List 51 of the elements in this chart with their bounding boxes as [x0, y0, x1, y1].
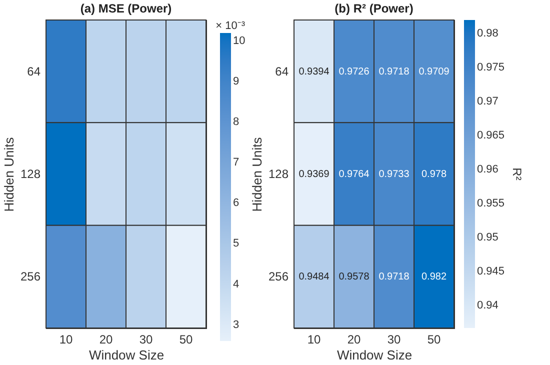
data-label: 0.9394	[298, 66, 330, 78]
color-bar-label: 0.955	[477, 198, 505, 210]
data-label: 0.9733	[378, 169, 410, 180]
color-bar-label: 0.97	[477, 96, 498, 108]
color-bar-label: 0.975	[477, 62, 505, 74]
x-axis-title: Window Size	[336, 348, 412, 362]
data-label: 0.9369	[298, 169, 330, 180]
color-bar-label: 5	[233, 238, 240, 250]
x-tick-label: 30	[139, 332, 153, 346]
data-label: 0.9484	[298, 272, 330, 283]
y-tick-label: 128	[268, 167, 289, 181]
chart-title: (b) R² (Power)	[334, 2, 414, 16]
color-bar-label: 3	[233, 318, 240, 331]
y-tick-label: 256	[20, 270, 41, 284]
x-tick-label: 20	[347, 332, 361, 346]
x-axis-title: Window Size	[88, 348, 164, 362]
data-label: 0.9578	[338, 272, 370, 283]
y-tick-label: 256	[268, 270, 289, 284]
color-bar-label: 9	[233, 76, 240, 88]
color-bar-label: 0.94	[477, 300, 498, 312]
color-bar-label: 10	[233, 35, 246, 48]
data-label: 0.978	[421, 169, 447, 180]
x-tick-label: 10	[59, 332, 73, 346]
color-bar-title: × 10⁻³	[216, 20, 246, 32]
color-bar-label: 0.945	[477, 266, 505, 278]
data-label: 0.9718	[378, 66, 410, 78]
color-bar-label: 8	[233, 116, 240, 128]
x-tick-label: 10	[307, 332, 321, 346]
data-label: 0.9709	[418, 66, 450, 78]
y-axis-title: Hidden Units	[249, 136, 264, 212]
chart-title: (a) MSE (Power)	[80, 2, 172, 16]
x-tick-label: 50	[179, 332, 193, 346]
y-tick-label: 128	[20, 167, 41, 181]
x-tick-label: 20	[99, 332, 113, 346]
y-tick-label: 64	[275, 64, 289, 78]
data-label: 0.9726	[338, 66, 370, 78]
color-bar-label: 4	[233, 278, 240, 290]
color-bar-label: 7	[233, 156, 240, 169]
color-bar-label: 0.95	[477, 232, 498, 244]
y-axis-title: Hidden Units	[1, 136, 16, 212]
data-label: 0.982	[421, 272, 447, 283]
y-tick-label: 64	[27, 64, 41, 78]
color-bar-label: 0.96	[477, 164, 498, 176]
x-tick-label: 50	[427, 332, 441, 346]
data-label: 0.9764	[338, 169, 370, 180]
x-tick-label: 30	[387, 332, 401, 346]
data-label: 0.9718	[378, 272, 410, 283]
color-bar-label: 0.965	[477, 130, 505, 142]
color-bar-label: 0.98	[477, 28, 498, 40]
color-bar-label: 6	[233, 197, 240, 210]
color-bar-title: R²	[510, 168, 524, 180]
